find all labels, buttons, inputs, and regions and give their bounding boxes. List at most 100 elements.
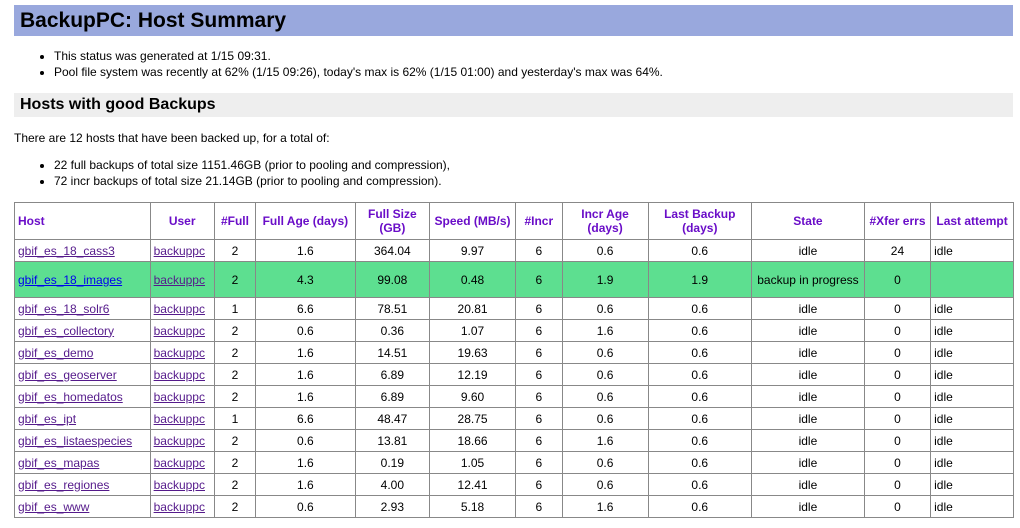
cell-full-size: 14.51 <box>354 341 431 364</box>
col-header-full[interactable]: #Full <box>213 202 257 240</box>
host-link[interactable]: gbif_es_ipt <box>18 411 77 426</box>
user-link[interactable]: backuppc <box>153 411 205 426</box>
table-row: gbif_es_18_solr6 backuppc 1 6.6 78.51 20… <box>14 297 1014 320</box>
cell-incr-age: 0.6 <box>561 385 649 408</box>
cell-state: backup in progress <box>751 261 865 298</box>
cell-incr: 6 <box>515 319 563 342</box>
cell-xfer-errs: 0 <box>863 451 932 474</box>
cell-xfer-errs: 0 <box>863 297 932 320</box>
col-header-state[interactable]: State <box>751 202 865 240</box>
user-link[interactable]: backuppc <box>153 433 205 448</box>
table-row: gbif_es_ipt backuppc 1 6.6 48.47 28.75 6… <box>14 407 1014 430</box>
user-link[interactable]: backuppc <box>153 301 205 316</box>
cell-incr-age: 0.6 <box>561 473 649 496</box>
cell-host: gbif_es_www <box>14 495 151 518</box>
section-header: Hosts with good Backups <box>14 93 1013 117</box>
status-list: This status was generated at 1/15 09:31.… <box>14 48 1014 80</box>
cell-last-attempt: idle <box>930 319 1014 342</box>
col-header-full-size[interactable]: Full Size (GB) <box>354 202 431 240</box>
cell-user: backuppc <box>149 297 215 320</box>
table-row: gbif_es_18_cass3 backuppc 2 1.6 364.04 9… <box>14 239 1014 262</box>
cell-incr: 6 <box>515 385 563 408</box>
cell-full-size: 78.51 <box>354 297 431 320</box>
cell-host: gbif_es_18_cass3 <box>14 239 151 262</box>
section-title: Hosts with good Backups <box>20 96 216 113</box>
host-link[interactable]: gbif_es_18_cass3 <box>18 243 115 258</box>
cell-speed: 5.18 <box>429 495 517 518</box>
col-header-incr[interactable]: #Incr <box>515 202 563 240</box>
cell-host: gbif_es_listaespecies <box>14 429 151 452</box>
host-link[interactable]: gbif_es_demo <box>18 345 94 360</box>
cell-state: idle <box>751 341 865 364</box>
hosts-table: Host User #Full Full Age (days) Full Siz… <box>14 202 1014 518</box>
cell-state: idle <box>751 363 865 386</box>
host-link[interactable]: gbif_es_mapas <box>18 455 100 470</box>
host-link[interactable]: gbif_es_collectory <box>18 323 115 338</box>
col-header-user[interactable]: User <box>149 202 215 240</box>
col-header-incr-age[interactable]: Incr Age (days) <box>561 202 649 240</box>
host-link[interactable]: gbif_es_18_solr6 <box>18 301 110 316</box>
table-row: gbif_es_listaespecies backuppc 2 0.6 13.… <box>14 429 1014 452</box>
col-header-last-backup[interactable]: Last Backup (days) <box>647 202 753 240</box>
col-header-speed[interactable]: Speed (MB/s) <box>429 202 517 240</box>
cell-incr: 6 <box>515 407 563 430</box>
cell-state: idle <box>751 495 865 518</box>
cell-last-backup: 0.6 <box>647 473 753 496</box>
cell-full: 1 <box>213 407 257 430</box>
host-link[interactable]: gbif_es_geoserver <box>18 367 117 382</box>
cell-full-size: 2.93 <box>354 495 431 518</box>
page-title: BackupPC: Host Summary <box>20 9 287 32</box>
cell-state: idle <box>751 407 865 430</box>
user-link[interactable]: backuppc <box>153 323 205 338</box>
user-link[interactable]: backuppc <box>153 367 205 382</box>
cell-last-backup: 0.6 <box>647 429 753 452</box>
cell-full-size: 6.89 <box>354 385 431 408</box>
cell-last-attempt: idle <box>930 495 1014 518</box>
cell-speed: 12.41 <box>429 473 517 496</box>
cell-user: backuppc <box>149 495 215 518</box>
col-header-host[interactable]: Host <box>14 202 151 240</box>
user-link[interactable]: backuppc <box>153 243 205 258</box>
cell-user: backuppc <box>149 451 215 474</box>
cell-incr: 6 <box>515 341 563 364</box>
cell-speed: 9.60 <box>429 385 517 408</box>
cell-full: 2 <box>213 239 257 262</box>
cell-full-size: 4.00 <box>354 473 431 496</box>
cell-incr: 6 <box>515 473 563 496</box>
host-link[interactable]: gbif_es_regiones <box>18 477 110 492</box>
full-backups-total: 22 full backups of total size 1151.46GB … <box>54 157 1014 173</box>
col-header-xfer-errs[interactable]: #Xfer errs <box>863 202 932 240</box>
user-link[interactable]: backuppc <box>153 499 205 514</box>
user-link[interactable]: backuppc <box>153 477 205 492</box>
status-pool: Pool file system was recently at 62% (1/… <box>54 64 1014 80</box>
cell-xfer-errs: 0 <box>863 385 932 408</box>
user-link[interactable]: backuppc <box>153 345 205 360</box>
col-header-last-attempt[interactable]: Last attempt <box>930 202 1014 240</box>
cell-incr: 6 <box>515 451 563 474</box>
host-link[interactable]: gbif_es_homedatos <box>18 389 123 404</box>
host-link[interactable]: gbif_es_www <box>18 499 90 514</box>
cell-state: idle <box>751 297 865 320</box>
cell-speed: 18.66 <box>429 429 517 452</box>
cell-incr-age: 1.9 <box>561 261 649 298</box>
cell-last-backup: 0.6 <box>647 407 753 430</box>
col-header-full-age[interactable]: Full Age (days) <box>255 202 356 240</box>
cell-host: gbif_es_18_images <box>14 261 151 298</box>
cell-full-age: 1.6 <box>255 363 356 386</box>
cell-user: backuppc <box>149 319 215 342</box>
cell-speed: 20.81 <box>429 297 517 320</box>
cell-xfer-errs: 0 <box>863 407 932 430</box>
cell-full: 2 <box>213 261 257 298</box>
host-link[interactable]: gbif_es_listaespecies <box>18 433 133 448</box>
cell-last-attempt: idle <box>930 363 1014 386</box>
user-link[interactable]: backuppc <box>153 272 205 287</box>
cell-full-age: 1.6 <box>255 385 356 408</box>
cell-last-backup: 0.6 <box>647 385 753 408</box>
cell-incr-age: 1.6 <box>561 319 649 342</box>
host-link[interactable]: gbif_es_18_images <box>18 272 123 287</box>
cell-full: 2 <box>213 341 257 364</box>
user-link[interactable]: backuppc <box>153 389 205 404</box>
cell-incr: 6 <box>515 495 563 518</box>
user-link[interactable]: backuppc <box>153 455 205 470</box>
cell-full: 2 <box>213 319 257 342</box>
